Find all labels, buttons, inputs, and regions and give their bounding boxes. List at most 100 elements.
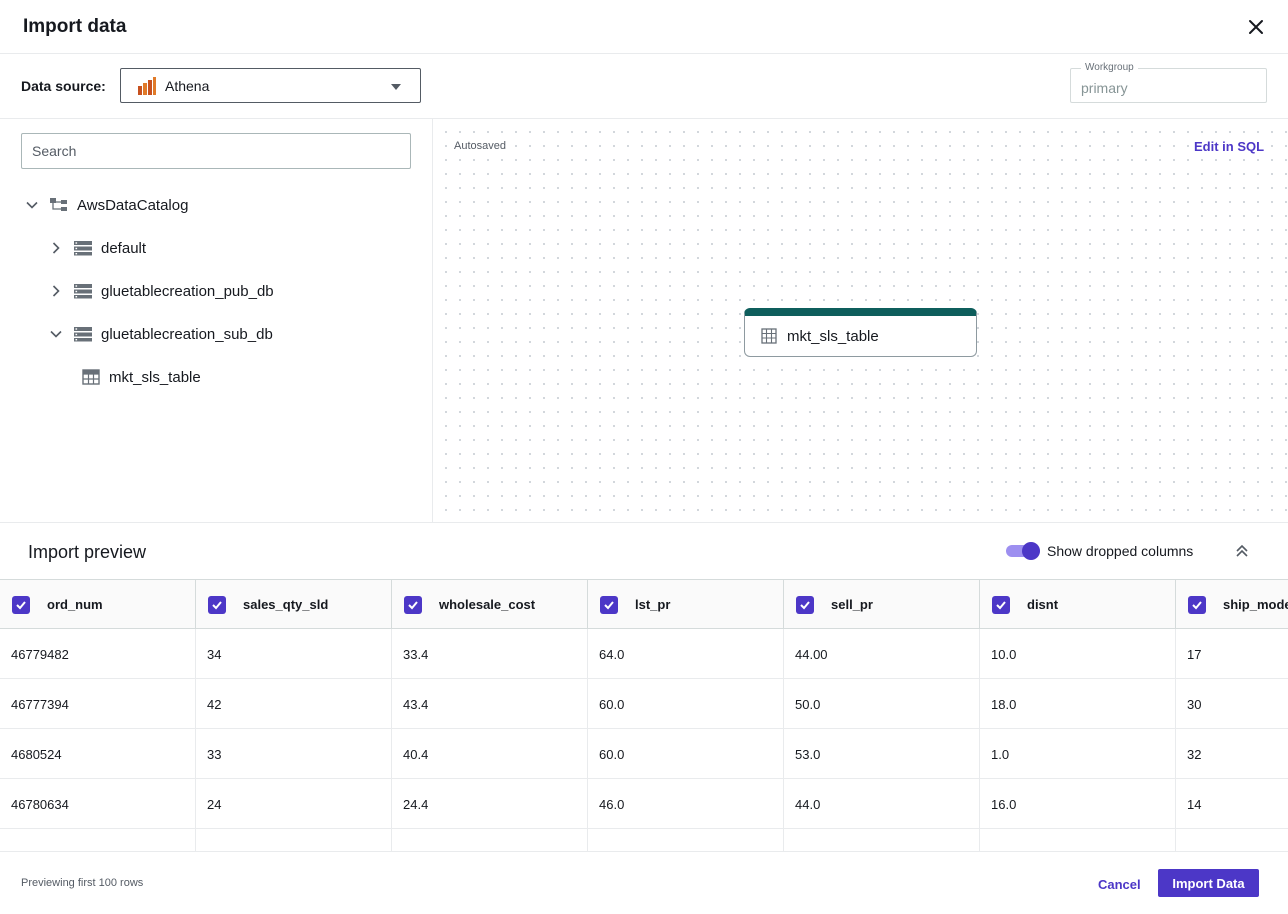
table-row: [0, 829, 1288, 851]
table-cell: 46.0: [588, 779, 784, 829]
catalog-tree-panel: AwsDataCatalog default: [0, 119, 433, 522]
dialog-header: Import data: [0, 0, 1288, 54]
tree-item-database[interactable]: gluetablecreation_pub_db: [47, 279, 274, 303]
preview-table: ord_num sales_qty_sld wholesale_cost lst…: [0, 579, 1288, 851]
table-row: 46780634 24 24.4 46.0 44.0 16.0 14: [0, 779, 1288, 829]
catalog-icon: [49, 196, 69, 214]
column-header: lst_pr: [588, 580, 784, 629]
table-cell: [1176, 829, 1288, 851]
table-cell: 1.0: [980, 729, 1176, 779]
table-cell: 44.0: [784, 779, 980, 829]
preview-row-count-note: Previewing first 100 rows: [21, 877, 144, 889]
athena-icon: [137, 77, 157, 95]
cancel-button[interactable]: Cancel: [1086, 872, 1153, 896]
table-cell: 46780634: [0, 779, 196, 829]
column-header: sales_qty_sld: [196, 580, 392, 629]
table-cell: 46779482: [0, 629, 196, 679]
column-checkbox[interactable]: [600, 595, 618, 614]
table-row: 4680524 33 40.4 60.0 53.0 1.0 32: [0, 729, 1288, 779]
database-icon: [73, 325, 93, 343]
table-cell: 24: [196, 779, 392, 829]
column-header: wholesale_cost: [392, 580, 588, 629]
table-cell: 18.0: [980, 679, 1176, 729]
table-cell: 53.0: [784, 729, 980, 779]
chevron-down-icon[interactable]: [47, 325, 65, 343]
dialog-title: Import data: [23, 16, 127, 37]
table-cell: 43.4: [392, 679, 588, 729]
workgroup-field: Workgroup primary: [1070, 62, 1267, 103]
chevron-right-icon[interactable]: [47, 239, 65, 257]
column-header: sell_pr: [784, 580, 980, 629]
table-cell: 16.0: [980, 779, 1176, 829]
column-header-label: sales_qty_sld: [243, 597, 329, 612]
table-cell: 17: [1176, 629, 1288, 679]
table-node-label: mkt_sls_table: [787, 327, 879, 345]
table-cell: 60.0: [588, 679, 784, 729]
close-icon[interactable]: [1244, 15, 1268, 39]
column-header-label: disnt: [1027, 597, 1059, 612]
table-row: 46779482 34 33.4 64.0 44.00 10.0 17: [0, 629, 1288, 679]
table-cell: 64.0: [588, 629, 784, 679]
table-cell: 32: [1176, 729, 1288, 779]
chevron-right-icon[interactable]: [47, 282, 65, 300]
table-cell: 60.0: [588, 729, 784, 779]
workgroup-value: primary: [1081, 80, 1128, 96]
table-cell: 30: [1176, 679, 1288, 729]
tree-item-label: AwsDataCatalog: [77, 196, 189, 214]
table-cell: 40.4: [392, 729, 588, 779]
column-header-label: lst_pr: [635, 597, 671, 612]
autosaved-status: Autosaved: [454, 140, 506, 152]
table-cell: 10.0: [980, 629, 1176, 679]
import-preview-title: Import preview: [28, 542, 147, 562]
tree-item-aws-data-catalog[interactable]: AwsDataCatalog: [23, 193, 188, 217]
search-input[interactable]: [21, 133, 411, 169]
edit-in-sql-link[interactable]: Edit in SQL: [1194, 139, 1265, 154]
tree-item-table[interactable]: mkt_sls_table: [81, 365, 201, 389]
database-icon: [73, 282, 93, 300]
column-header: ship_mode: [1176, 580, 1288, 629]
tree-item-label: mkt_sls_table: [109, 368, 201, 386]
table-row: 46777394 42 43.4 60.0 50.0 18.0 30: [0, 679, 1288, 729]
tree-item-label: gluetablecreation_pub_db: [101, 282, 274, 300]
table-cell: [196, 829, 392, 851]
column-header-label: sell_pr: [831, 597, 873, 612]
column-checkbox[interactable]: [12, 595, 30, 614]
column-header-label: wholesale_cost: [439, 597, 536, 612]
column-checkbox[interactable]: [796, 595, 814, 614]
tree-item-database[interactable]: gluetablecreation_sub_db: [47, 322, 273, 346]
table-cell: 44.00: [784, 629, 980, 679]
table-node[interactable]: mkt_sls_table: [744, 308, 977, 357]
data-source-select[interactable]: Athena: [120, 68, 421, 103]
data-source-label: Data source:: [21, 78, 106, 94]
tree-item-database[interactable]: default: [47, 236, 146, 260]
column-checkbox[interactable]: [992, 595, 1010, 614]
table-icon: [761, 328, 777, 344]
import-data-button[interactable]: Import Data: [1158, 869, 1259, 897]
column-header: ord_num: [0, 580, 196, 629]
show-dropped-columns-toggle[interactable]: [1006, 541, 1040, 561]
query-canvas[interactable]: Autosaved Edit in SQL mkt_sls_table: [433, 119, 1288, 522]
column-checkbox[interactable]: [1188, 595, 1206, 614]
show-dropped-columns-label: Show dropped columns: [1047, 543, 1194, 559]
table-cell: 50.0: [784, 679, 980, 729]
column-header-label: ship_mode: [1223, 597, 1288, 612]
column-header-label: ord_num: [47, 597, 103, 612]
table-header-row: ord_num sales_qty_sld wholesale_cost lst…: [0, 579, 1288, 629]
tree-item-label: gluetablecreation_sub_db: [101, 325, 273, 343]
table-cell: 33: [196, 729, 392, 779]
table-cell: [784, 829, 980, 851]
column-header: disnt: [980, 580, 1176, 629]
column-checkbox[interactable]: [404, 595, 422, 614]
collapse-up-icon[interactable]: [1234, 543, 1250, 559]
table-cell: 42: [196, 679, 392, 729]
chevron-down-icon: [391, 84, 401, 90]
table-cell: [980, 829, 1176, 851]
table-cell: [588, 829, 784, 851]
data-source-row: Data source: Athena Workgroup primary: [0, 54, 1288, 119]
tree-item-label: default: [101, 239, 147, 257]
import-preview-header: Import preview Show dropped columns: [0, 522, 1288, 579]
dialog-footer: Previewing first 100 rows Cancel Import …: [0, 851, 1288, 914]
database-icon: [73, 239, 93, 257]
column-checkbox[interactable]: [208, 595, 226, 614]
chevron-down-icon[interactable]: [23, 196, 41, 214]
